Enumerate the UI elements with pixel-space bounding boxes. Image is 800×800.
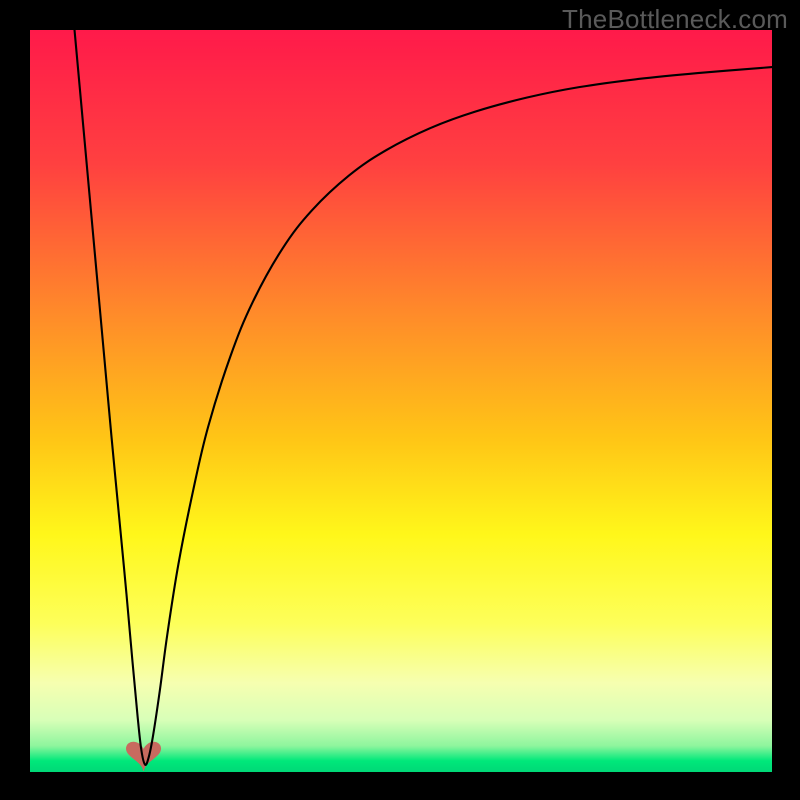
bottleneck-chart (0, 0, 800, 800)
watermark-text: TheBottleneck.com (562, 4, 788, 35)
